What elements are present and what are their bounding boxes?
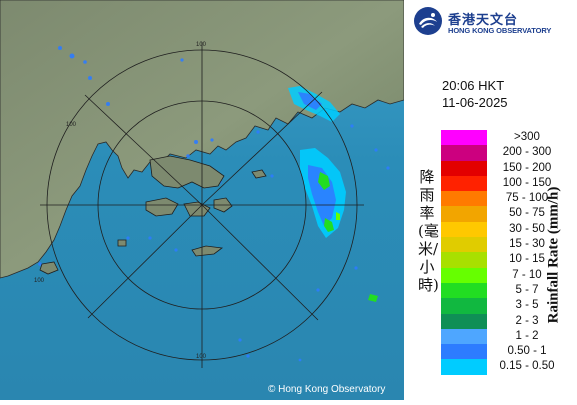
legend-label: 150 - 200: [502, 161, 552, 174]
legend-row: 0.15 - 0.50: [441, 359, 577, 375]
legend-swatch: [441, 175, 487, 192]
range-rings: [40, 42, 364, 368]
legend-label: 50 - 75: [509, 207, 545, 220]
legend-swatch: [441, 344, 487, 360]
legend-label: 7 - 10: [512, 268, 542, 281]
legend-label: 0.15 - 0.50: [499, 360, 555, 373]
legend-swatch: [441, 221, 487, 238]
copyright-text: © Hong Kong Observatory: [268, 384, 386, 395]
legend-row: 200 - 300: [441, 145, 577, 161]
legend-label: 15 - 30: [509, 238, 545, 251]
legend-label: 2 - 3: [515, 314, 539, 327]
legend-swatch: [441, 206, 487, 222]
legend-swatch: [441, 191, 487, 207]
range-ring-labels: 100 100 100 100: [34, 42, 207, 360]
legend-swatch: [441, 130, 487, 146]
brand-name-en: HONG KONG OBSERVATORY: [448, 26, 552, 35]
legend-row: 75 - 100: [441, 191, 577, 207]
legend-row: 2 - 3: [441, 313, 577, 329]
legend-row: 7 - 10: [441, 267, 577, 283]
radar-date: 11-06-2025: [442, 95, 508, 110]
legend-row: 1 - 2: [441, 328, 577, 345]
legend-row: 15 - 30: [441, 237, 577, 253]
rainfall-rate-legend: >300 200 - 300 150 - 200 100 - 150 75 - …: [441, 130, 577, 375]
legend-swatch: [441, 328, 487, 345]
legend-label: 30 - 50: [509, 222, 545, 235]
legend-panel: 香港天文台 HONG KONG OBSERVATORY 20:06 HKT 11…: [404, 0, 577, 400]
range-label-west: 100: [66, 122, 77, 128]
legend-row: 0.50 - 1: [441, 344, 577, 360]
legend-row: 150 - 200: [441, 160, 577, 176]
rain-speckles: [38, 46, 390, 362]
legend-title-cn: 降雨率(毫米/小時): [418, 168, 439, 294]
legend-label: 1 - 2: [515, 329, 539, 342]
radar-map-svg: 100 100 100 100: [0, 0, 405, 400]
legend-row: 100 - 150: [441, 175, 577, 192]
brand-name-cn: 香港天文台: [448, 12, 519, 27]
legend-row: 3 - 5: [441, 298, 577, 314]
legend-label: 75 - 100: [505, 192, 549, 205]
radar-time: 20:06 HKT: [442, 78, 505, 93]
observatory-logo-icon: [413, 6, 443, 36]
legend-swatch: [441, 298, 487, 314]
legend-swatch: [441, 145, 487, 161]
legend-label: 10 - 15: [509, 253, 545, 266]
range-label-south: 100: [196, 354, 207, 360]
legend-label: 0.50 - 1: [507, 345, 547, 358]
legend-swatch: [441, 267, 487, 283]
legend-row: >300: [441, 130, 577, 146]
legend-swatch: [441, 313, 487, 329]
legend-row: 50 - 75: [441, 206, 577, 222]
hong-kong-islands: [39, 155, 267, 275]
legend-row: 30 - 50: [441, 221, 577, 238]
legend-swatch: [441, 359, 487, 375]
legend-label: >300: [514, 131, 540, 143]
legend-swatch: [441, 252, 487, 268]
range-label-southwest: 100: [34, 278, 45, 284]
legend-row: 5 - 7: [441, 282, 577, 299]
legend-swatch: [441, 160, 487, 176]
legend-swatch: [441, 282, 487, 299]
range-label-north: 100: [196, 42, 207, 48]
legend-label: 5 - 7: [515, 283, 539, 296]
radar-map: 100 100 100 100 © Hong Kong Observatory: [0, 0, 405, 400]
legend-label: 200 - 300: [502, 146, 552, 159]
legend-title-en: Rainfall Rate (mm/h): [545, 186, 562, 324]
legend-swatch: [441, 237, 487, 253]
legend-label: 100 - 150: [502, 176, 552, 189]
legend-row: 10 - 15: [441, 252, 577, 268]
legend-label: 3 - 5: [515, 299, 539, 312]
